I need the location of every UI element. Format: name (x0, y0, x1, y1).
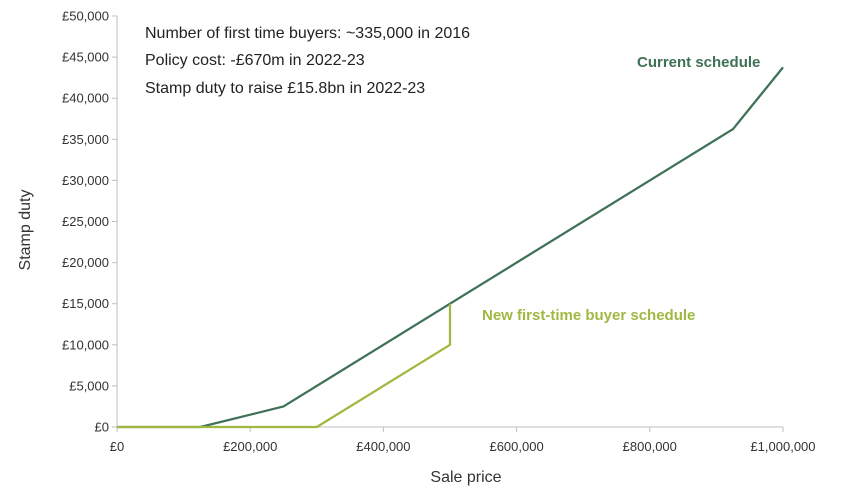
y-tick-label: £25,000 (62, 214, 109, 229)
x-tick-label: £400,000 (356, 439, 410, 454)
x-tick-label: £200,000 (223, 439, 277, 454)
y-tick-label: £15,000 (62, 296, 109, 311)
annotations: Number of first time buyers: ~335,000 in… (145, 25, 470, 97)
x-tick-label: £1,000,000 (750, 439, 815, 454)
y-tick-label: £30,000 (62, 173, 109, 188)
annotation-first-time-buyers: Number of first time buyers: ~335,000 in… (145, 25, 470, 42)
y-tick-labels: £0 £5,000 £10,000 £15,000 £20,000 £25,000 £30,… (62, 9, 117, 435)
x-tick-label: £800,000 (623, 439, 677, 454)
y-tick-label: £40,000 (62, 91, 109, 106)
y-tick-label: £0 (95, 420, 109, 435)
annotation-stamp-duty-revenue: Stamp duty to raise £15.8bn in 2022-23 (145, 80, 425, 97)
x-axis-title: Sale price (430, 469, 501, 486)
y-tick-label: £20,000 (62, 255, 109, 270)
y-axis-title: Stamp duty (17, 190, 34, 271)
y-tick-label: £10,000 (62, 337, 109, 352)
series-line-current-schedule (117, 66, 784, 429)
series (117, 66, 784, 429)
x-tick-label: £600,000 (489, 439, 543, 454)
series-line-new-first-time-buyer-schedule (117, 303, 452, 429)
y-tick-label: £45,000 (62, 50, 109, 65)
y-tick-label: £35,000 (62, 132, 109, 147)
x-tick-labels: £0 £200,000 £400,000 £600,000 £800,000 £1,000… (110, 427, 816, 454)
series-label-current-schedule: Current schedule (637, 54, 760, 71)
series-label-new-first-time-buyer-schedule: New first-time buyer schedule (482, 307, 695, 324)
x-tick-label: £0 (110, 439, 124, 454)
annotation-policy-cost: Policy cost: -£670m in 2022-23 (145, 52, 365, 69)
y-tick-label: £5,000 (69, 378, 109, 393)
y-tick-label: £50,000 (62, 9, 109, 24)
